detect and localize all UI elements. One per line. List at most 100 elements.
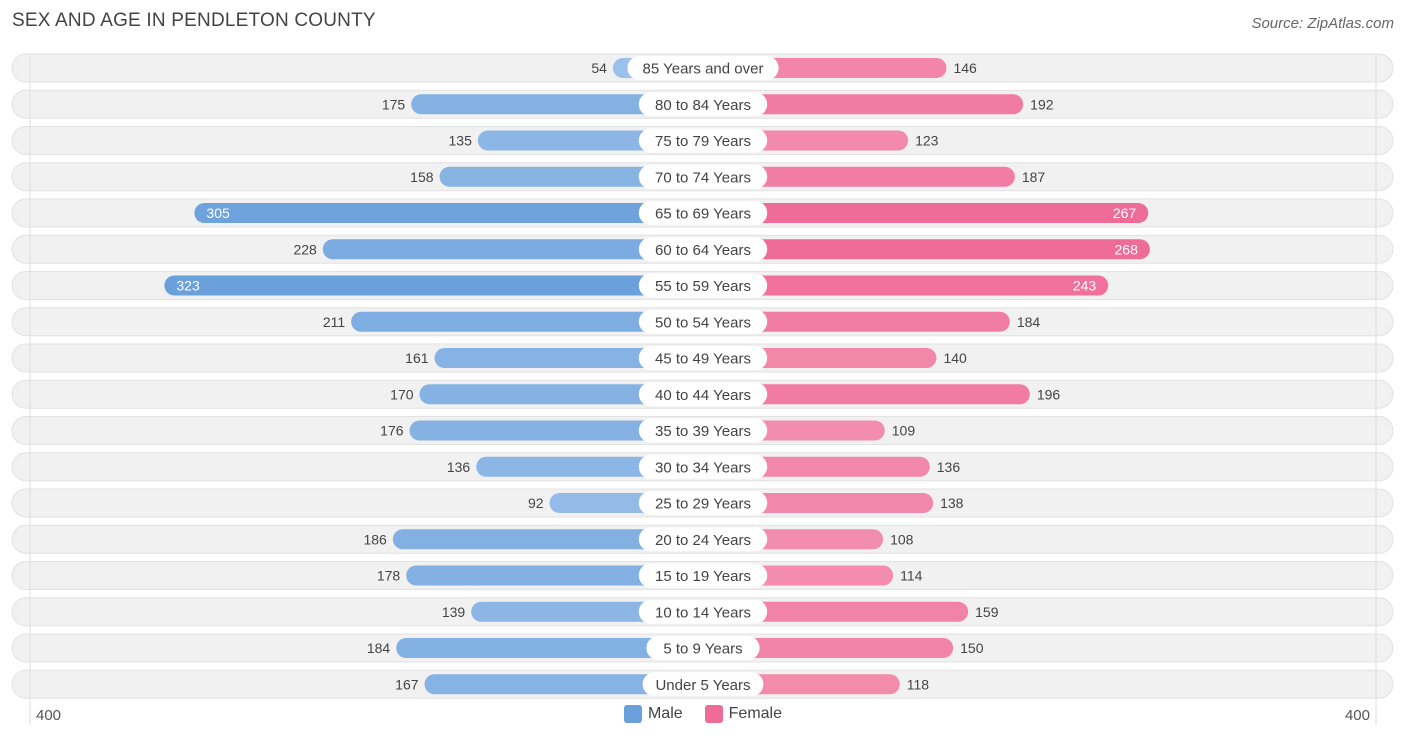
- category-label: 5 to 9 Years: [663, 641, 742, 658]
- category-label-bg: [638, 382, 768, 407]
- category-label-bg: [638, 599, 768, 624]
- male-value-label: 228: [293, 241, 317, 257]
- male-bar: [406, 565, 703, 586]
- male-value-label: 323: [176, 278, 200, 294]
- female-value-label: 243: [1073, 278, 1097, 294]
- male-value-label: 158: [410, 169, 434, 185]
- female-value-label: 114: [900, 568, 923, 584]
- male-bar: [419, 384, 703, 405]
- male-value-label: 175: [382, 96, 406, 112]
- category-label-bg: [638, 454, 768, 479]
- category-label-bg: [638, 201, 768, 225]
- category-label: 15 to 19 Years: [655, 568, 751, 585]
- female-value-label: 109: [892, 423, 916, 439]
- female-value-label: 159: [975, 604, 999, 620]
- axis-left-label: 400: [36, 707, 62, 724]
- female-bar: [703, 203, 1149, 223]
- male-bar: [164, 275, 703, 296]
- male-value-label: 136: [447, 459, 471, 475]
- male-value-label: 211: [323, 314, 346, 330]
- female-bar: [703, 239, 1150, 260]
- female-value-label: 268: [1115, 241, 1139, 257]
- legend-item-female[interactable]: Female: [704, 705, 783, 723]
- category-label: 20 to 24 Years: [655, 532, 751, 549]
- male-value-label: 139: [442, 604, 466, 620]
- legend-item-male[interactable]: Male: [623, 705, 683, 723]
- chart-source: Source: ZipAtlas.com: [1251, 15, 1394, 32]
- legend-label-male: Male: [647, 705, 683, 722]
- category-label-bg: [638, 237, 768, 262]
- female-bar: [703, 638, 954, 658]
- legend-label-female: Female: [728, 705, 783, 722]
- female-value-label: 138: [940, 495, 964, 511]
- category-label: 65 to 69 Years: [655, 206, 751, 223]
- male-bar: [322, 239, 703, 260]
- category-label: 30 to 34 Years: [655, 459, 751, 476]
- legend-swatch-female: [704, 705, 723, 723]
- male-value-label: 305: [206, 205, 230, 221]
- female-value-label: 146: [953, 60, 977, 76]
- male-bar: [392, 529, 703, 550]
- category-label: 50 to 54 Years: [655, 314, 751, 331]
- male-bar: [409, 420, 703, 441]
- category-label: 35 to 39 Years: [655, 423, 751, 440]
- female-value-label: 123: [915, 133, 939, 149]
- female-value-label: 118: [907, 676, 930, 692]
- legend: Male Female: [0, 705, 1406, 723]
- category-label-bg: [638, 418, 768, 443]
- male-bar: [351, 311, 703, 332]
- category-label: 25 to 29 Years: [655, 496, 751, 513]
- male-value-label: 176: [380, 423, 404, 439]
- female-bar: [703, 166, 1015, 187]
- category-label-bg: [638, 128, 768, 153]
- category-label: 55 to 59 Years: [655, 278, 751, 295]
- female-bar: [703, 275, 1109, 296]
- category-label: 80 to 84 Years: [655, 97, 751, 114]
- legend-swatch-male: [623, 705, 642, 723]
- male-bar: [411, 94, 703, 115]
- category-label: 85 Years and over: [643, 61, 764, 78]
- male-value-label: 170: [390, 386, 414, 402]
- female-value-label: 140: [943, 350, 967, 366]
- category-label-bg: [638, 527, 768, 552]
- male-bar: [194, 203, 703, 223]
- male-bar: [439, 166, 703, 187]
- male-value-label: 135: [449, 133, 473, 149]
- male-value-label: 54: [591, 60, 607, 76]
- category-label: 10 to 14 Years: [655, 604, 751, 621]
- category-label-bg: [638, 491, 768, 515]
- category-label: 70 to 74 Years: [655, 169, 751, 186]
- category-label-bg: [638, 164, 768, 189]
- female-bar: [703, 384, 1030, 405]
- male-bar: [424, 674, 703, 695]
- female-value-label: 150: [960, 640, 984, 656]
- category-label-bg: [646, 636, 760, 660]
- female-value-label: 196: [1037, 386, 1061, 402]
- category-label-bg: [638, 273, 768, 298]
- category-label-bg: [638, 92, 768, 117]
- category-label: 75 to 79 Years: [655, 133, 751, 150]
- female-value-label: 136: [937, 459, 961, 475]
- male-value-label: 161: [405, 350, 429, 366]
- category-label-bg: [627, 56, 779, 80]
- category-label: Under 5 Years: [655, 677, 750, 694]
- category-label-bg: [642, 672, 764, 697]
- male-value-label: 92: [528, 495, 544, 511]
- category-label: 45 to 49 Years: [655, 351, 751, 368]
- male-value-label: 178: [377, 568, 401, 584]
- female-bar: [703, 311, 1010, 332]
- category-label-bg: [638, 346, 768, 370]
- male-bar: [434, 348, 703, 368]
- category-label: 40 to 44 Years: [655, 387, 751, 404]
- male-value-label: 186: [363, 531, 387, 547]
- chart-title: SEX AND AGE IN PENDLETON COUNTY: [12, 10, 376, 31]
- female-value-label: 184: [1017, 314, 1041, 330]
- male-value-label: 167: [395, 676, 419, 692]
- female-value-label: 192: [1030, 96, 1054, 112]
- female-bar: [703, 601, 969, 622]
- female-value-label: 187: [1022, 169, 1046, 185]
- category-label: 60 to 64 Years: [655, 242, 751, 259]
- category-label-bg: [638, 309, 768, 334]
- female-bar: [703, 94, 1024, 115]
